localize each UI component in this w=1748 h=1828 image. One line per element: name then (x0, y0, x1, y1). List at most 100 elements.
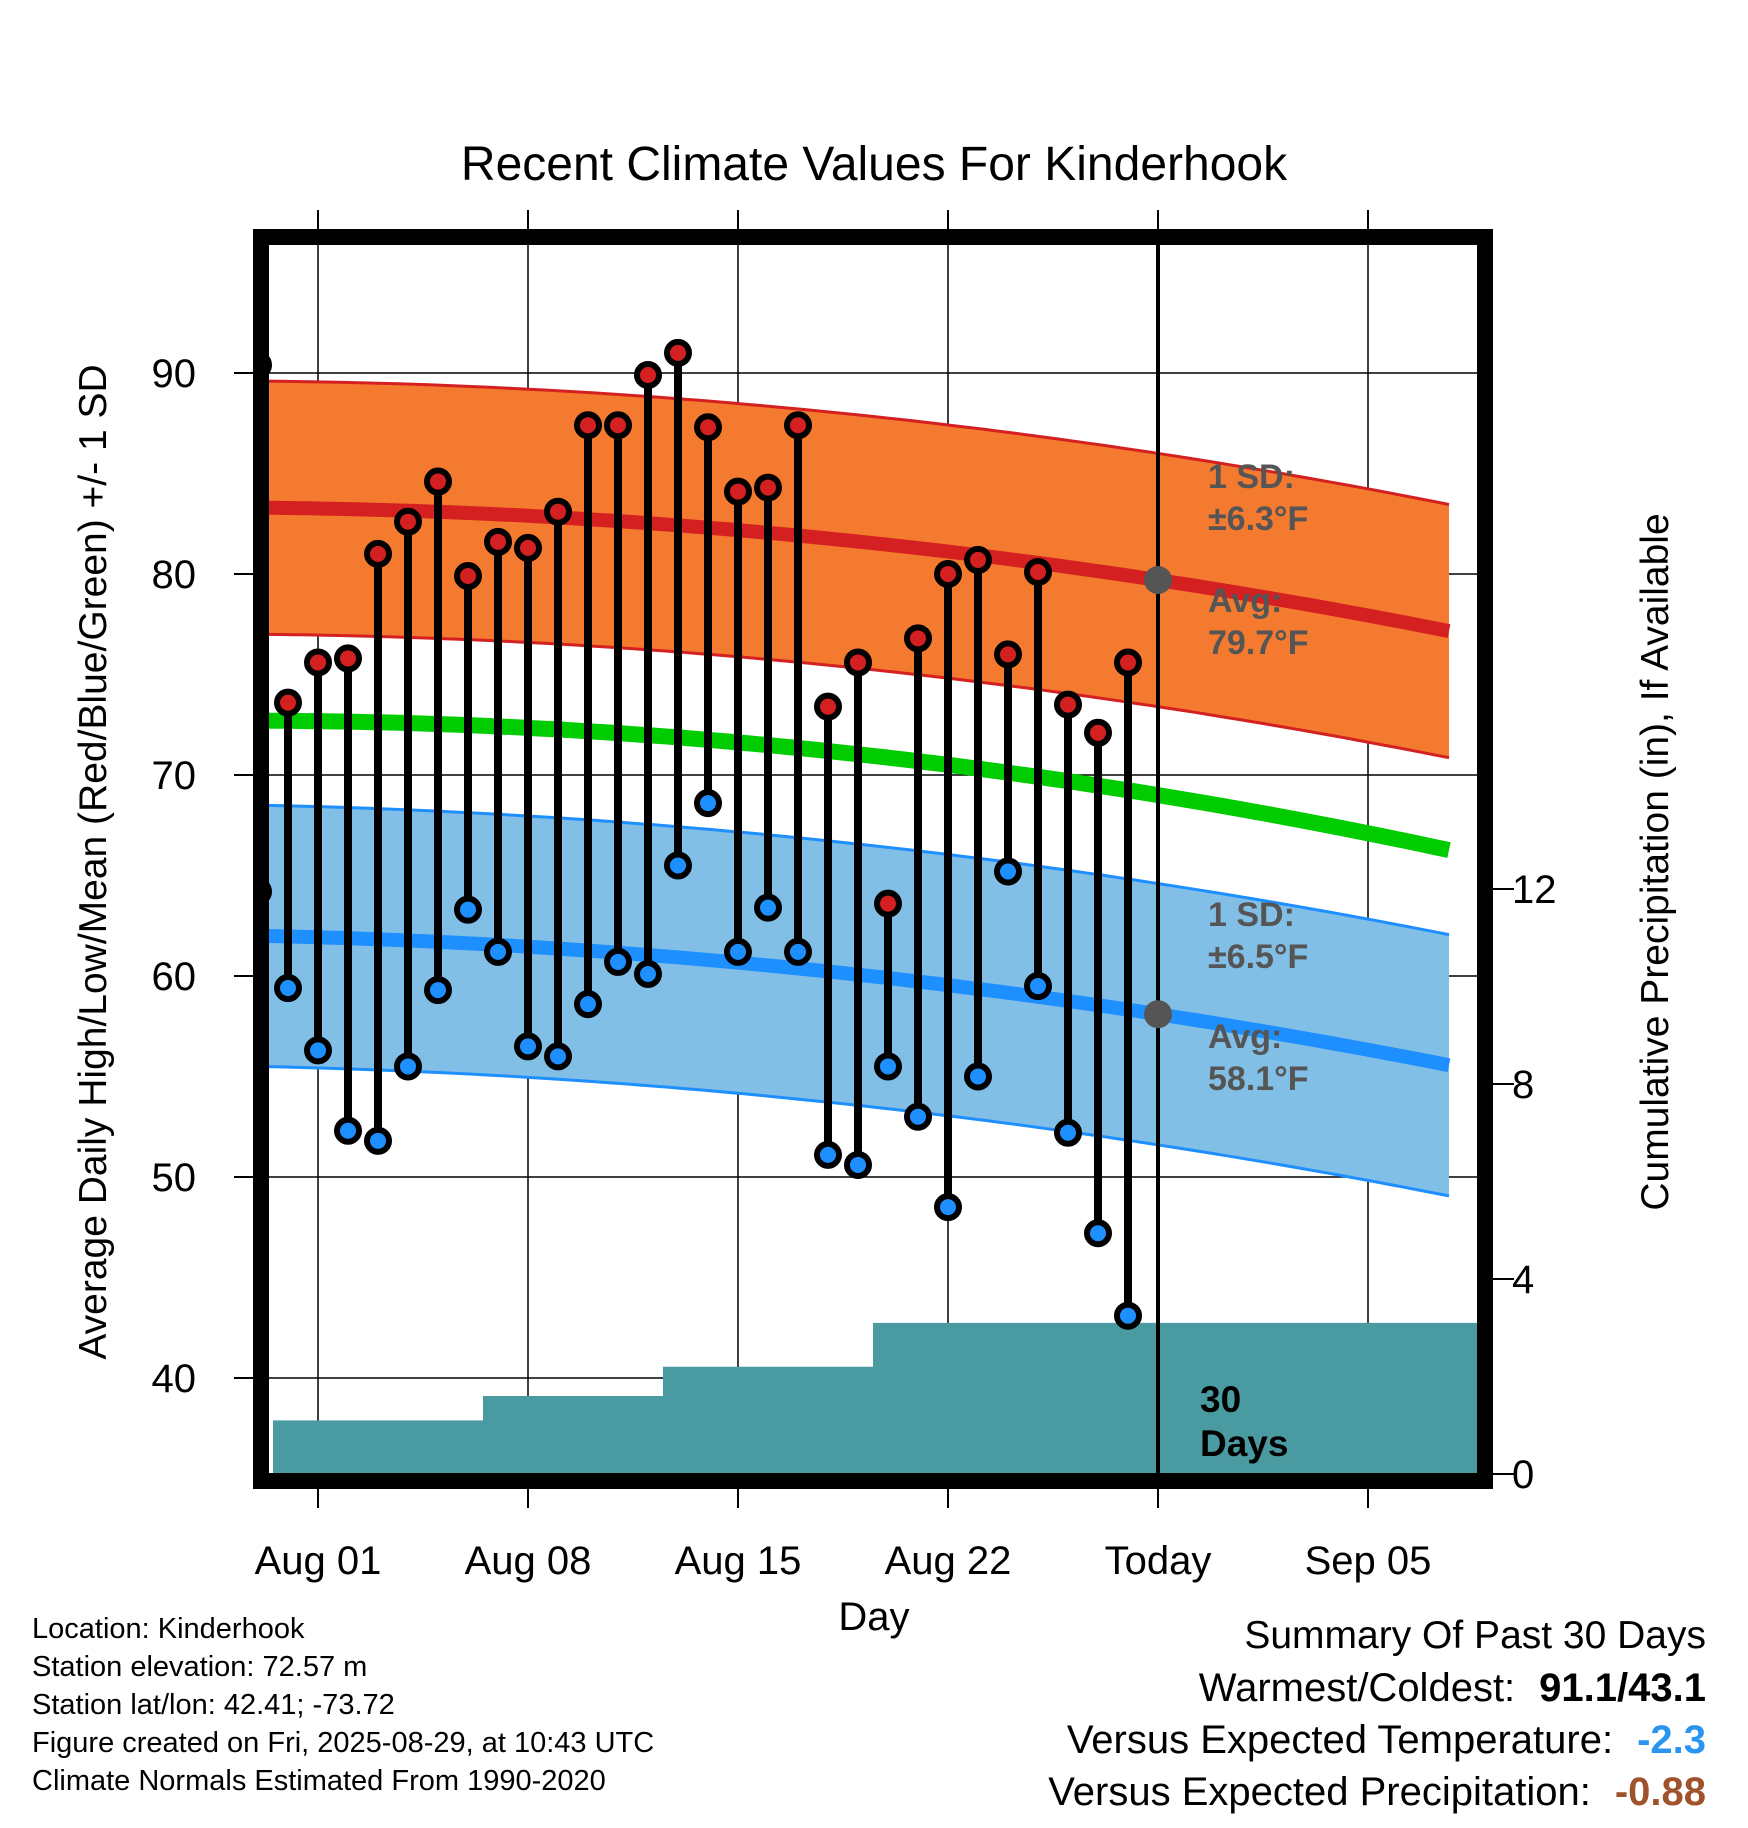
high-avg-label: Avg: (1208, 582, 1282, 620)
daily-high-point (694, 413, 722, 442)
today-low-normal-marker (1144, 1000, 1172, 1029)
daily-low-point (964, 1062, 992, 1091)
daily-high-point (424, 467, 452, 496)
high-sd-upper (268, 379, 1450, 506)
precip-departure-label: Versus Expected Precipitation: (1048, 1770, 1591, 1814)
daily-low-point (424, 976, 452, 1005)
x-tick-label: Aug 01 (255, 1539, 382, 1583)
daily-low-point (304, 1036, 332, 1065)
station-info: Location: Kinderhook Station elevation: … (32, 1610, 654, 1800)
daily-low-point (784, 937, 812, 966)
daily-high-point (724, 477, 752, 506)
daily-low-point (1024, 972, 1052, 1001)
created-text: Figure created on Fri, 2025-08-29, at 10… (32, 1727, 655, 1759)
daily-low-point (454, 895, 482, 924)
precip-area (268, 1322, 1478, 1474)
low-sd-label: 1 SD: (1208, 896, 1295, 934)
daily-low-point (934, 1193, 962, 1222)
daily-high-point (814, 692, 842, 721)
daily-high-point (964, 545, 992, 574)
daily-low-point (1084, 1219, 1112, 1248)
daily-low-point (514, 1032, 542, 1061)
axes: 40 50 60 70 80 90 0 4 8 12 Aug 01 Aug 08 Aug 15 Aug 2… (152, 210, 1557, 1583)
daily-low-point (664, 851, 692, 880)
daily-high-point (304, 648, 332, 677)
daily-high-point (664, 338, 692, 367)
daily-low-point (394, 1052, 422, 1081)
x-tick-label: Aug 22 (885, 1539, 1012, 1583)
daily-high-point (484, 527, 512, 556)
summary-panel: Summary Of Past 30 Days Warmest/Coldest:… (1048, 1610, 1706, 1818)
y-tick-label-left: 40 (152, 1357, 197, 1401)
low-sd-lower (268, 1065, 1450, 1198)
warmest-coldest-value: 91.1/43.1 (1539, 1666, 1706, 1710)
daily-low-point (634, 959, 662, 988)
low-sd-value: ±6.5°F (1208, 938, 1308, 976)
y-tick-label-right: 12 (1512, 868, 1557, 912)
daily-high-point (334, 644, 362, 673)
warmest-coldest-row: Warmest/Coldest: 91.1/43.1 (1048, 1662, 1706, 1714)
daily-high-point (514, 533, 542, 562)
daily-low-point (1114, 1301, 1142, 1330)
y-axis-label-left: Average Daily High/Low/Mean (Red/Blue/Gr… (72, 364, 115, 1359)
x-tick-label: Aug 08 (465, 1539, 592, 1583)
daily-high-point (544, 497, 572, 526)
elevation-text: Station elevation: 72.57 m (32, 1651, 368, 1683)
y-tick-label-left: 80 (152, 553, 197, 597)
daily-high-point (994, 640, 1022, 669)
normal-high-line (268, 500, 1451, 638)
x-tick-label: Today (1105, 1539, 1212, 1583)
daily-low-point (694, 789, 722, 818)
high-sd-value: ±6.3°F (1208, 500, 1308, 538)
daily-high-point (754, 473, 782, 502)
y-axis-label-right: Cumulative Precipitation (in), If Availa… (1634, 513, 1677, 1210)
daily-high-point (394, 507, 422, 536)
temp-departure-row: Versus Expected Temperature: -2.3 (1048, 1714, 1706, 1766)
low-avg-value: 58.1°F (1208, 1060, 1309, 1098)
daily-low-point (334, 1116, 362, 1145)
x-axis-label: Day (838, 1595, 909, 1639)
y-tick-label-left: 90 (152, 352, 197, 396)
summary-title: Summary Of Past 30 Days (1244, 1614, 1706, 1657)
daily-low-point (814, 1140, 842, 1169)
daily-low-point (1054, 1118, 1082, 1147)
normal-low-line (268, 929, 1451, 1073)
daily-low-point (994, 857, 1022, 886)
daily-high-point (364, 539, 392, 568)
warmest-coldest-label: Warmest/Coldest: (1198, 1666, 1516, 1710)
daily-high-point (454, 562, 482, 591)
daily-high-point (1024, 557, 1052, 586)
x-tick-label: Sep 05 (1305, 1539, 1432, 1583)
normals-text: Climate Normals Estimated From 1990-2020 (32, 1765, 606, 1797)
plot-frame (253, 229, 1493, 1489)
daily-low-point (364, 1126, 392, 1155)
x-tick-label: Aug 15 (675, 1539, 802, 1583)
daily-high-point (1114, 648, 1142, 677)
daily-high-point (634, 361, 662, 390)
daily-low-point (544, 1042, 572, 1071)
daily-high-point (1084, 718, 1112, 747)
high-avg-value: 79.7°F (1208, 624, 1309, 662)
precip-departure-row: Versus Expected Precipitation: -0.88 (1048, 1766, 1706, 1818)
y-tick-label-left: 50 (152, 1156, 197, 1200)
temp-departure-label: Versus Expected Temperature: (1066, 1718, 1614, 1762)
daily-high-point (874, 889, 902, 918)
daily-low-point (874, 1052, 902, 1081)
low-sd-upper (268, 803, 1450, 937)
daily-low-point (574, 990, 602, 1019)
daily-low-point (484, 937, 512, 966)
y-tick-label-right: 0 (1512, 1453, 1534, 1497)
window-label-line2: Days (1200, 1423, 1288, 1464)
daily-low-point (754, 893, 782, 922)
daily-low-point (274, 974, 302, 1003)
normal-mean-line (268, 712, 1451, 858)
daily-low-point (604, 947, 632, 976)
location-text: Location: Kinderhook (32, 1613, 305, 1645)
y-tick-label-right: 4 (1512, 1258, 1534, 1302)
daily-high-point (784, 411, 812, 440)
low-avg-label: Avg: (1208, 1018, 1282, 1056)
daily-high-point (574, 411, 602, 440)
y-tick-label-right: 8 (1512, 1063, 1534, 1107)
latlon-text: Station lat/lon: 42.41; -73.72 (32, 1689, 395, 1721)
